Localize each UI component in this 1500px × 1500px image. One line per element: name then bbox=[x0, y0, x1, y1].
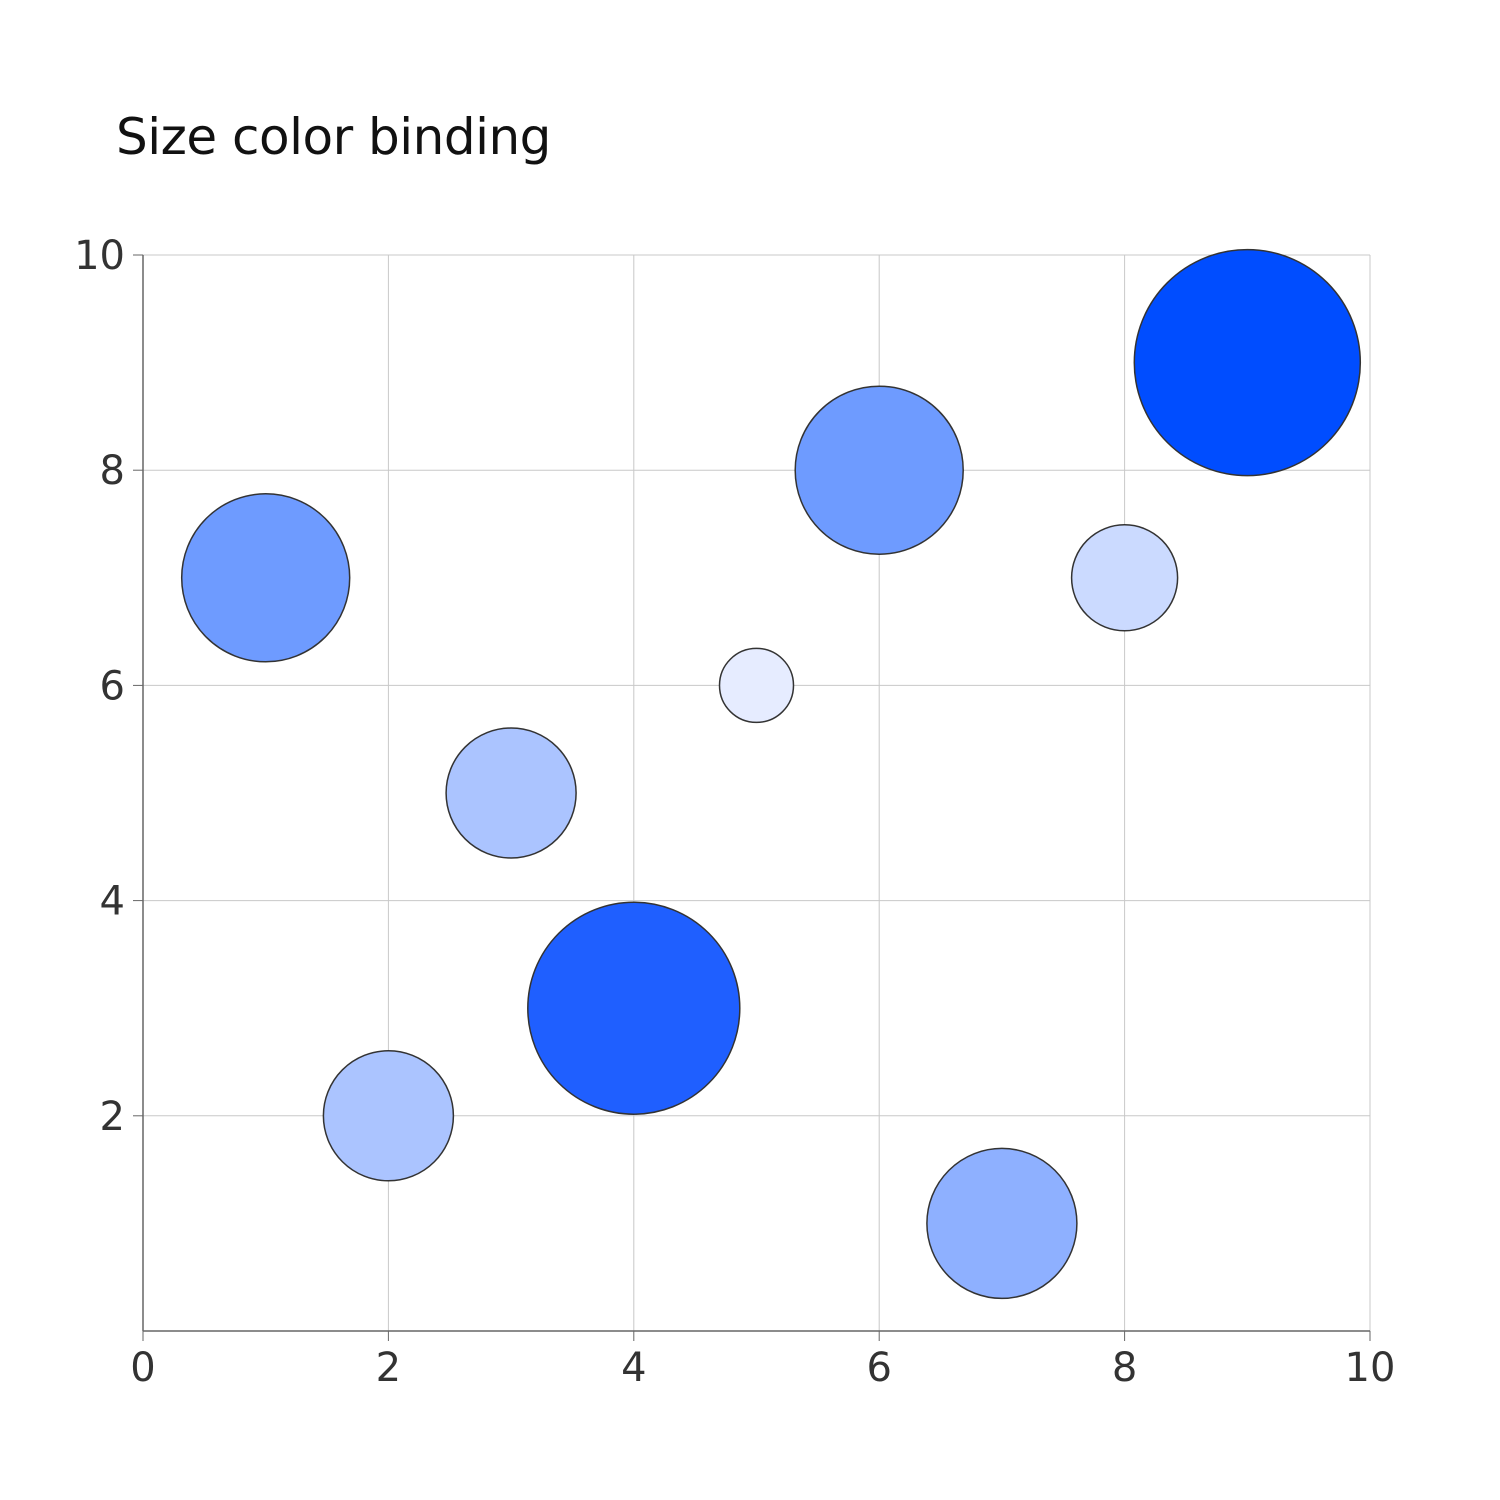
x-tick-label: 4 bbox=[621, 1345, 646, 1391]
bubble-point[interactable] bbox=[527, 901, 741, 1115]
bubble-point[interactable] bbox=[1070, 524, 1179, 632]
bubble-point[interactable] bbox=[322, 1050, 455, 1182]
bubble-point[interactable] bbox=[1133, 248, 1362, 477]
x-axis-ticks: 0 2 4 6 8 10 bbox=[130, 1331, 1395, 1391]
bubble-point[interactable] bbox=[926, 1147, 1078, 1300]
x-tick-label: 8 bbox=[1112, 1345, 1137, 1391]
x-tick-label: 0 bbox=[130, 1345, 155, 1391]
x-tick-label: 6 bbox=[866, 1345, 891, 1391]
bubble-point[interactable] bbox=[445, 727, 577, 859]
bubble-point[interactable] bbox=[718, 647, 795, 724]
axes bbox=[142, 255, 1370, 1332]
bubble-point[interactable] bbox=[794, 385, 964, 555]
y-tick-label: 4 bbox=[100, 879, 125, 925]
x-tick-label: 2 bbox=[376, 1345, 401, 1391]
y-tick-label: 2 bbox=[100, 1094, 125, 1140]
y-tick-label: 6 bbox=[100, 663, 125, 709]
y-tick-label: 8 bbox=[100, 448, 125, 494]
y-axis-ticks: 2 4 6 8 10 bbox=[74, 233, 143, 1140]
bubbles bbox=[180, 248, 1362, 1300]
y-tick-label: 10 bbox=[74, 233, 125, 279]
bubble-point[interactable] bbox=[180, 493, 351, 663]
x-tick-label: 10 bbox=[1345, 1345, 1396, 1391]
chart-title: Size color binding bbox=[116, 108, 551, 166]
